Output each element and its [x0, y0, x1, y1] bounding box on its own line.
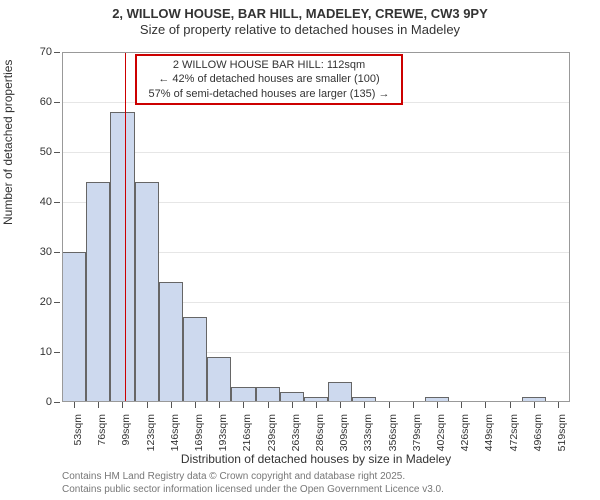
x-tick-label: 99sqm	[120, 414, 132, 446]
callout-line-3: 57% of semi-detached houses are larger (…	[143, 87, 395, 101]
x-tick	[243, 402, 244, 408]
x-tick-label: 169sqm	[193, 414, 205, 451]
plot-area: 2 WILLOW HOUSE BAR HILL: 112sqm ← 42% of…	[62, 52, 570, 402]
x-tick-label: 402sqm	[435, 414, 447, 451]
bar	[110, 112, 134, 402]
bar	[62, 252, 86, 402]
x-tick-label: 216sqm	[241, 414, 253, 451]
bar	[86, 182, 110, 402]
y-tick-label: 50	[40, 146, 52, 158]
x-tick	[534, 402, 535, 408]
y-tick	[54, 102, 60, 103]
title-block: 2, WILLOW HOUSE, BAR HILL, MADELEY, CREW…	[0, 0, 600, 39]
x-tick-label: 76sqm	[96, 414, 108, 446]
x-tick	[510, 402, 511, 408]
x-tick-label: 286sqm	[314, 414, 326, 451]
x-tick	[74, 402, 75, 408]
y-tick-label: 0	[46, 396, 52, 408]
x-tick-label: 333sqm	[362, 414, 374, 451]
title-line-1: 2, WILLOW HOUSE, BAR HILL, MADELEY, CREW…	[0, 6, 600, 22]
x-tick	[558, 402, 559, 408]
footer-line-1: Contains HM Land Registry data © Crown c…	[62, 471, 444, 484]
bar	[159, 282, 183, 402]
x-tick-label: 356sqm	[387, 414, 399, 451]
x-tick	[268, 402, 269, 408]
x-tick	[292, 402, 293, 408]
callout-box: 2 WILLOW HOUSE BAR HILL: 112sqm ← 42% of…	[135, 54, 403, 105]
footer: Contains HM Land Registry data © Crown c…	[62, 471, 444, 496]
y-tick-label: 40	[40, 196, 52, 208]
x-tick-label: 426sqm	[459, 414, 471, 451]
x-tick	[485, 402, 486, 408]
x-tick-label: 123sqm	[145, 414, 157, 451]
y-tick-label: 10	[40, 346, 52, 358]
x-tick	[413, 402, 414, 408]
bar	[231, 387, 255, 402]
bar	[135, 182, 159, 402]
figure: 2, WILLOW HOUSE, BAR HILL, MADELEY, CREW…	[0, 0, 600, 500]
y-tick	[54, 302, 60, 303]
x-tick-label: 519sqm	[556, 414, 568, 451]
subject-marker-line	[125, 52, 126, 402]
x-tick-label: 239sqm	[266, 414, 278, 451]
chart-area: 2 WILLOW HOUSE BAR HILL: 112sqm ← 42% of…	[62, 52, 570, 402]
x-tick-label: 379sqm	[411, 414, 423, 451]
x-tick	[340, 402, 341, 408]
x-tick	[389, 402, 390, 408]
title-line-2: Size of property relative to detached ho…	[0, 22, 600, 38]
x-tick	[364, 402, 365, 408]
x-tick	[98, 402, 99, 408]
x-tick	[171, 402, 172, 408]
footer-line-2: Contains public sector information licen…	[62, 484, 444, 497]
y-tick	[54, 202, 60, 203]
x-axis-label: Distribution of detached houses by size …	[62, 452, 570, 466]
y-tick	[54, 52, 60, 53]
bar	[256, 387, 280, 402]
y-tick-label: 60	[40, 96, 52, 108]
x-tick-label: 309sqm	[338, 414, 350, 451]
x-tick-label: 472sqm	[508, 414, 520, 451]
x-tick	[437, 402, 438, 408]
x-tick-label: 263sqm	[290, 414, 302, 451]
y-tick	[54, 152, 60, 153]
y-tick	[54, 252, 60, 253]
x-tick-label: 193sqm	[217, 414, 229, 451]
x-tick	[195, 402, 196, 408]
y-tick	[54, 352, 60, 353]
x-tick	[316, 402, 317, 408]
bar	[207, 357, 231, 402]
x-tick-label: 146sqm	[169, 414, 181, 451]
y-axis-label: Number of detached properties	[1, 60, 15, 225]
bar	[183, 317, 207, 402]
x-tick-label: 496sqm	[532, 414, 544, 451]
y-tick-label: 70	[40, 46, 52, 58]
x-tick	[147, 402, 148, 408]
x-tick	[219, 402, 220, 408]
x-tick	[122, 402, 123, 408]
callout-line-1: 2 WILLOW HOUSE BAR HILL: 112sqm	[143, 58, 395, 72]
x-tick-label: 53sqm	[72, 414, 84, 446]
y-tick	[54, 402, 60, 403]
bar	[280, 392, 304, 402]
y-tick-label: 30	[40, 246, 52, 258]
callout-line-2: ← 42% of detached houses are smaller (10…	[143, 72, 395, 86]
x-tick	[461, 402, 462, 408]
y-tick-label: 20	[40, 296, 52, 308]
bar	[328, 382, 352, 402]
x-tick-label: 449sqm	[483, 414, 495, 451]
